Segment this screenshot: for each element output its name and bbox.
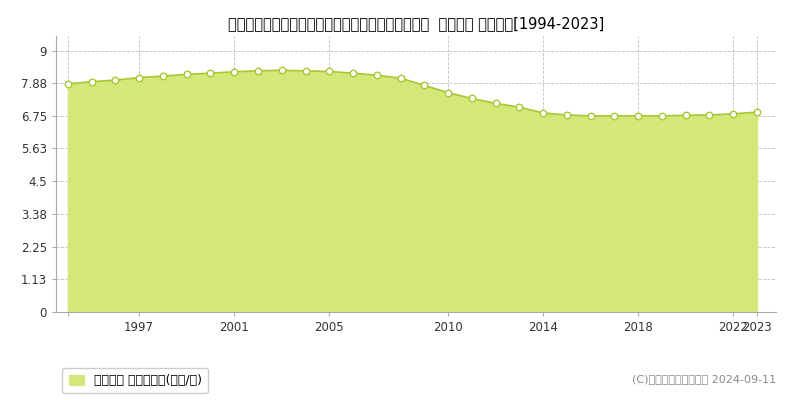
Point <box>204 70 217 76</box>
Point <box>133 74 146 81</box>
Point <box>537 110 550 116</box>
Point <box>346 70 359 76</box>
Point <box>655 113 668 119</box>
Point <box>727 111 740 117</box>
Point <box>109 77 122 83</box>
Point <box>370 72 383 78</box>
Point <box>490 100 502 107</box>
Point <box>679 112 692 118</box>
Point <box>299 68 312 74</box>
Point <box>703 112 716 118</box>
Point <box>442 90 454 96</box>
Point <box>632 113 645 119</box>
Point <box>251 68 264 74</box>
Point <box>86 78 98 85</box>
Point <box>323 68 336 75</box>
Point <box>750 109 763 115</box>
Point <box>157 73 170 79</box>
Point <box>584 113 597 119</box>
Point <box>418 82 430 88</box>
Point <box>466 95 478 102</box>
Point <box>513 104 526 110</box>
Point <box>394 75 407 81</box>
Text: (C)土地価格ドットコム 2024-09-11: (C)土地価格ドットコム 2024-09-11 <box>632 374 776 384</box>
Point <box>228 68 241 75</box>
Point <box>275 67 288 74</box>
Point <box>561 112 574 118</box>
Point <box>608 113 621 119</box>
Legend: 地価公示 平均坪単価(万円/坪): 地価公示 平均坪単価(万円/坪) <box>62 368 208 394</box>
Point <box>180 71 193 78</box>
Title: 山形県東置賜郡高畠町大字福沢字鎌塚台１５０番６  地価公示 地価推移[1994-2023]: 山形県東置賜郡高畠町大字福沢字鎌塚台１５０番６ 地価公示 地価推移[1994-2… <box>228 16 604 31</box>
Point <box>62 81 74 87</box>
